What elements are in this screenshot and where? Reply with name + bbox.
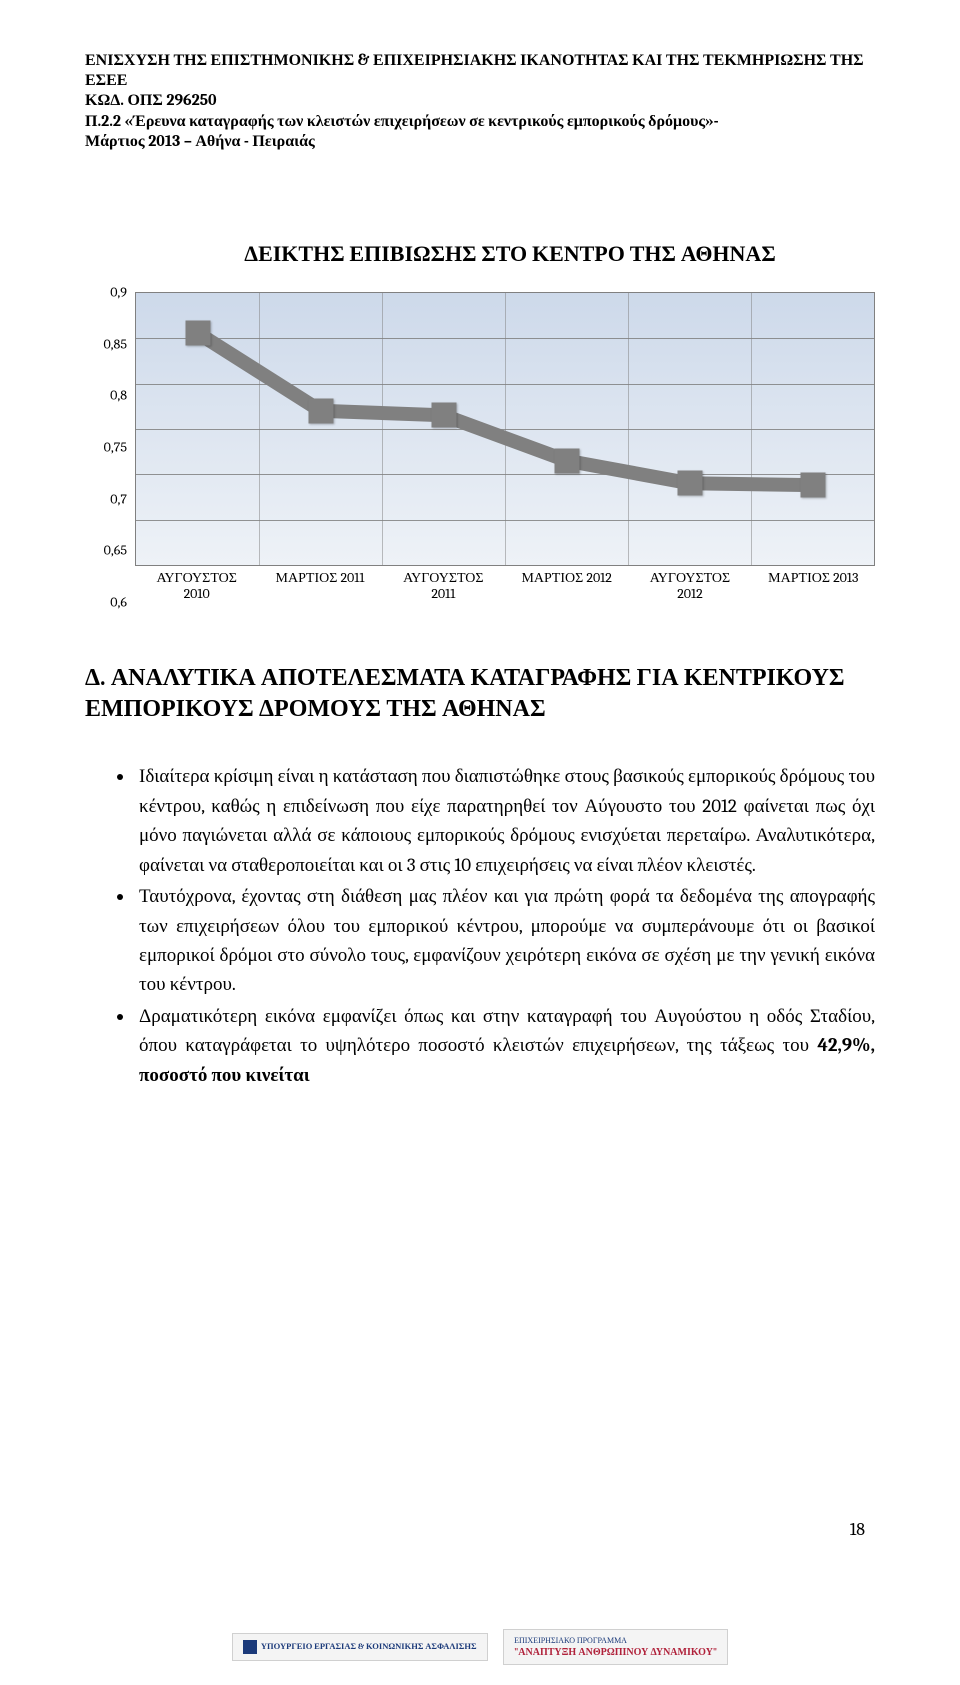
grid-line-v <box>628 293 629 565</box>
chart-marker <box>308 398 333 423</box>
header-line-4: Μάρτιος 2013 – Αθήνα - Πειραιάς <box>85 131 875 151</box>
grid-line-v <box>382 293 383 565</box>
footer-badge-program: ΕΠΙΧΕΙΡΗΣΙΑΚΟ ΠΡΟΓΡΑΜΜΑ "ΑΝΑΠΤΥΞΗ ΑΝΘΡΩΠ… <box>503 1629 728 1665</box>
chart-y-axis: 0,90,850,80,750,70,650,6 <box>85 292 135 602</box>
y-tick-label: 0,65 <box>104 542 127 559</box>
chart-marker <box>677 471 702 496</box>
y-tick-label: 0,8 <box>110 387 127 404</box>
bullet-list: Ιδιαίτερα κρίσιμη είναι η κατάσταση που … <box>85 762 875 1090</box>
document-header: ΕΝΙΣΧΥΣΗ ΤΗΣ ΕΠΙΣΤΗΜΟΝΙΚΗΣ & ΕΠΙΧΕΙΡΗΣΙΑ… <box>85 50 875 151</box>
chart-x-axis: ΑΥΓΟΥΣΤΟΣ2010ΜΑΡΤΙΟΣ 2011ΑΥΓΟΥΣΤΟΣ2011ΜΑ… <box>135 570 875 602</box>
chart-title: ΔΕΙΚΤΗΣ ΕΠΙΒΙΩΣΗΣ ΣΤΟ ΚΕΝΤΡΟ ΤΗΣ ΑΘΗΝΑΣ <box>85 241 875 267</box>
grid-line-v <box>505 293 506 565</box>
header-line-1: ΕΝΙΣΧΥΣΗ ΤΗΣ ΕΠΙΣΤΗΜΟΝΙΚΗΣ & ΕΠΙΧΕΙΡΗΣΙΑ… <box>85 50 875 90</box>
y-tick-label: 0,85 <box>103 335 127 352</box>
chart-plot-area <box>135 292 875 566</box>
bullet-item: Ιδιαίτερα κρίσιμη είναι η κατάσταση που … <box>135 762 875 880</box>
bullet-item: Δραματικότερη εικόνα εμφανίζει όπως και … <box>135 1002 875 1090</box>
ministry-label: ΥΠΟΥΡΓΕΙΟ ΕΡΓΑΣΙΑΣ & ΚΟΙΝΩΝΙΚΗΣ ΑΣΦΑΛΙΣΗ… <box>261 1642 477 1652</box>
x-tick-label: ΜΑΡΤΙΟΣ 2012 <box>505 570 628 602</box>
grid-line-v <box>259 293 260 565</box>
chart-marker <box>800 473 825 498</box>
survival-index-chart: ΔΕΙΚΤΗΣ ΕΠΙΒΙΩΣΗΣ ΣΤΟ ΚΕΝΤΡΟ ΤΗΣ ΑΘΗΝΑΣ … <box>85 241 875 602</box>
chart-area: 0,90,850,80,750,70,650,6 ΑΥΓΟΥΣΤΟΣ2010ΜΑ… <box>85 292 875 602</box>
x-tick-label: ΜΑΡΤΙΟΣ 2013 <box>752 570 875 602</box>
x-tick-label: ΑΥΓΟΥΣΤΟΣ2011 <box>382 570 505 602</box>
bullet-item: Ταυτόχρονα, έχοντας στη διάθεση μας πλέο… <box>135 882 875 1000</box>
x-tick-label: ΑΥΓΟΥΣΤΟΣ2010 <box>135 570 258 602</box>
bullet-text: Δραματικότερη εικόνα εμφανίζει όπως και … <box>139 1005 875 1056</box>
section-title: Δ. ΑΝΑΛΥΤΙΚΑ ΑΠΟΤΕΛΕΣΜΑΤΑ ΚΑΤΑΓΡΑΦΗΣ ΓΙΑ… <box>85 662 875 724</box>
program-line-1: ΕΠΙΧΕΙΡΗΣΙΑΚΟ ΠΡΟΓΡΑΜΜΑ <box>514 1636 717 1646</box>
chart-marker <box>185 320 210 345</box>
page-number: 18 <box>850 1519 865 1540</box>
chart-marker <box>431 403 456 428</box>
ministry-icon <box>243 1640 257 1654</box>
program-line-2: "ΑΝΑΠΤΥΞΗ ΑΝΘΡΩΠΙΝΟΥ ΔΥΝΑΜΙΚΟΥ" <box>514 1646 717 1658</box>
y-tick-label: 0,75 <box>104 439 127 456</box>
y-tick-label: 0,6 <box>110 594 127 611</box>
x-tick-label: ΜΑΡΤΙΟΣ 2011 <box>258 570 381 602</box>
x-tick-label: ΑΥΓΟΥΣΤΟΣ2012 <box>628 570 751 602</box>
footer-badge-ministry: ΥΠΟΥΡΓΕΙΟ ΕΡΓΑΣΙΑΣ & ΚΟΙΝΩΝΙΚΗΣ ΑΣΦΑΛΙΣΗ… <box>232 1633 488 1661</box>
y-tick-label: 0,9 <box>110 284 127 301</box>
y-tick-label: 0,7 <box>110 490 127 507</box>
header-line-2: ΚΩΔ. ΟΠΣ 296250 <box>85 90 875 110</box>
footer-logos: ΥΠΟΥΡΓΕΙΟ ΕΡΓΑΣΙΑΣ & ΚΟΙΝΩΝΙΚΗΣ ΑΣΦΑΛΙΣΗ… <box>0 1629 960 1665</box>
chart-marker <box>554 448 579 473</box>
header-line-3: Π.2.2 «Έρευνα καταγραφής των κλειστών επ… <box>85 111 875 131</box>
grid-line-v <box>751 293 752 565</box>
